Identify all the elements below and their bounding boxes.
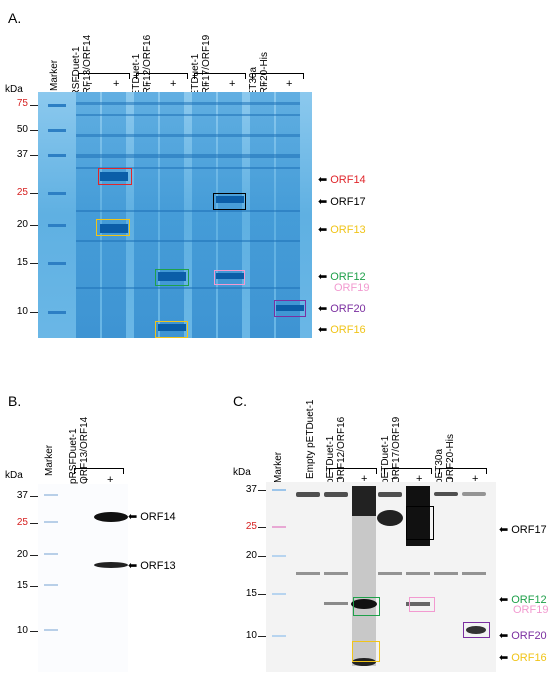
panel-a-mw-20: 20: [16, 219, 28, 230]
arrow-left-icon: ⬅: [499, 594, 509, 606]
panel-a-mw-25: 25: [16, 187, 28, 198]
panel-a-sign-minus: −: [86, 78, 93, 90]
panel-b-bracket: [74, 468, 124, 474]
panel-b-mw-10: 10: [16, 625, 28, 636]
panel-a-box-orf16: [155, 321, 188, 338]
panel-c-bracket-2: [384, 468, 432, 474]
panel-c-mw-10: 10: [245, 630, 257, 641]
panel-a-mw-10: 10: [16, 306, 28, 317]
panel-c-annot-orf12: ⬅ ORF12: [499, 594, 547, 606]
panel-a-mw-37: 37: [16, 149, 28, 160]
panel-a-kda-label: kDa: [5, 84, 23, 95]
panel-b-annot-orf14: ⬅ ORF14: [128, 511, 176, 523]
panel-a-bracket-2: [136, 73, 188, 79]
panel-a-annot-orf20: ⬅ ORF20: [318, 303, 366, 315]
arrow-left-icon: ⬅: [318, 224, 328, 236]
panel-c-box-orf17: [406, 506, 434, 540]
panel-a-sign-plus: +: [286, 78, 293, 90]
panel-a-sign-minus: −: [203, 78, 210, 90]
panel-b-mw-20: 20: [16, 549, 28, 560]
arrow-left-icon: ⬅: [318, 324, 328, 336]
arrow-left-icon: ⬅: [318, 174, 328, 186]
panel-c-annot-orf20: ⬅ ORF20: [499, 630, 547, 642]
panel-b-kda-label: kDa: [5, 470, 23, 481]
panel-b-annot-orf13: ⬅ ORF13: [128, 560, 176, 572]
panel-a-box-orf19: [214, 270, 245, 285]
panel-a-gel: [38, 92, 312, 338]
panel-c-lane-marker: Marker: [273, 451, 284, 483]
panel-a-mw-50: 50: [16, 124, 28, 135]
arrow-left-icon: ⬅: [499, 652, 509, 664]
panel-a-annot-orf19: ORF19: [334, 282, 370, 294]
arrow-left-icon: ⬅: [318, 303, 328, 315]
panel-c-mw-15: 15: [245, 588, 257, 599]
panel-c-lane-empty: Empty pETDuet-1: [305, 399, 316, 479]
panel-b-mw-25: 25: [16, 517, 28, 528]
panel-c-annot-orf19: ORF19: [513, 604, 549, 616]
panel-b-mw-15: 15: [16, 580, 28, 591]
panel-a-sign-plus: +: [229, 78, 236, 90]
panel-b-blot: [38, 484, 128, 672]
panel-c-letter: C.: [233, 393, 247, 409]
panel-c-mw-25: 25: [245, 521, 257, 532]
panel-a-bracket-1: [78, 73, 130, 79]
panel-a-annot-orf13: ⬅ ORF13: [318, 224, 366, 236]
panel-c-sign-minus: −: [391, 473, 398, 485]
panel-a-annot-orf12: ⬅ ORF12: [318, 271, 366, 283]
panel-b-letter: B.: [8, 393, 22, 409]
panel-a-sign-plus: +: [113, 78, 120, 90]
panel-a-mw-75: 75: [16, 98, 28, 109]
arrow-left-icon: ⬅: [318, 271, 328, 283]
panel-c-box-orf20: [463, 622, 490, 638]
panel-c-mw-20: 20: [245, 550, 257, 561]
panel-c-annot-orf17: ⬅ ORF17: [499, 524, 547, 536]
panel-a-mw-15: 15: [16, 257, 28, 268]
panel-a-bracket-4: [252, 73, 304, 79]
panel-a-sign-plus: +: [170, 78, 177, 90]
panel-c-blot: [266, 482, 496, 672]
panel-a-letter: A.: [8, 10, 22, 26]
panel-c-sign-plus: +: [416, 473, 423, 485]
panel-c-bracket-1: [329, 468, 377, 474]
panel-c-bracket-3: [439, 468, 487, 474]
panel-a-lane-marker: Marker: [49, 59, 60, 91]
panel-a-box-orf17: [213, 193, 246, 210]
panel-c-box-orf19: [409, 597, 435, 612]
panel-b-lane-marker: Marker: [44, 444, 55, 476]
panel-c-sign-minus: −: [447, 473, 454, 485]
panel-c-sign-plus: +: [361, 473, 368, 485]
arrow-left-icon: ⬅: [318, 196, 328, 208]
panel-b-mw-37: 37: [16, 490, 28, 501]
panel-b-sign-minus: −: [82, 474, 89, 486]
panel-b-sign-plus: +: [107, 474, 114, 486]
panel-a-box-orf13: [96, 219, 130, 236]
panel-a-annot-orf16: ⬅ ORF16: [318, 324, 366, 336]
arrow-left-icon: ⬅: [128, 560, 138, 572]
arrow-left-icon: ⬅: [499, 630, 509, 642]
panel-c-box-orf16: [352, 641, 380, 662]
panel-a-box-orf12: [155, 269, 189, 286]
panel-c-mw-37: 37: [245, 484, 257, 495]
panel-a-sign-minus: −: [145, 78, 152, 90]
panel-c-sign-plus: +: [472, 473, 479, 485]
panel-c-annot-orf16: ⬅ ORF16: [499, 652, 547, 664]
panel-a-annot-orf14: ⬅ ORF14: [318, 174, 366, 186]
panel-a-annot-orf17: ⬅ ORF17: [318, 196, 366, 208]
arrow-left-icon: ⬅: [499, 524, 509, 536]
panel-c-box-orf12: [353, 597, 380, 616]
panel-c-kda-label: kDa: [233, 467, 251, 478]
panel-a-bracket-3: [194, 73, 246, 79]
panel-a-box-orf20: [274, 300, 306, 317]
panel-a-box-orf14: [98, 168, 132, 185]
panel-a-sign-minus: −: [261, 78, 268, 90]
panel-c-sign-minus: −: [336, 473, 343, 485]
arrow-left-icon: ⬅: [128, 511, 138, 523]
